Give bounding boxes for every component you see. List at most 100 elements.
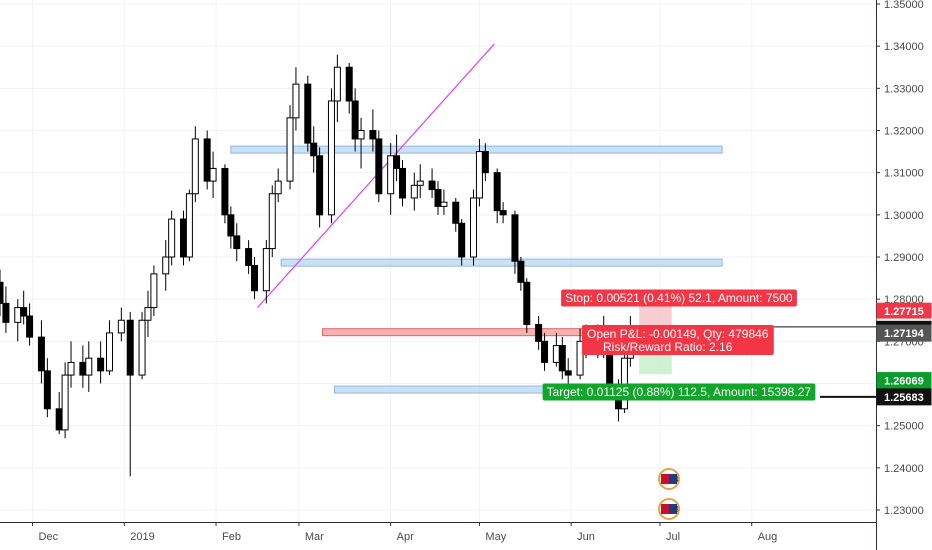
price-tag[interactable]: 1.27194 [877, 325, 931, 341]
candle-body [388, 156, 394, 194]
time-tick-label: Jul [666, 531, 680, 543]
candle [204, 131, 210, 190]
candle-body [38, 337, 44, 371]
candle-body [494, 173, 500, 211]
candle [222, 164, 228, 223]
price-tag-text: 1.26069 [884, 376, 924, 388]
candle-body [0, 282, 3, 303]
candle-body [222, 168, 228, 214]
candle-body [145, 308, 151, 321]
price-tag[interactable]: 1.27715 [877, 303, 931, 319]
candle [328, 88, 334, 223]
candle-body [453, 202, 459, 223]
price-tag[interactable]: 1.25683 [877, 389, 931, 405]
stop-label[interactable]: Stop: 0.00521 (0.41%) 52.1, Amount: 7500 [561, 290, 797, 307]
candle-body [394, 156, 400, 169]
price-tick-label: 1.30000 [884, 210, 924, 222]
target-label-text: Target: 0.01125 (0.88%) 112.5, Amount: 1… [547, 385, 812, 399]
candle [139, 312, 145, 379]
open-pl-text: Open P&L: -0.00149, Qty: 479846 [587, 327, 769, 341]
candle-body [358, 131, 364, 139]
time-tick-label: May [485, 531, 506, 543]
price-tag-text: 1.25683 [884, 392, 924, 404]
target-label[interactable]: Target: 0.01125 (0.88%) 112.5, Amount: 1… [543, 384, 816, 401]
candle-body [210, 168, 216, 181]
candle-body [346, 67, 352, 101]
candle-body [459, 223, 465, 257]
candle-body [536, 324, 542, 341]
candle-body [80, 362, 86, 375]
risk-reward-text: Risk/Reward Ratio: 2.16 [603, 340, 733, 354]
candle-body [269, 194, 275, 249]
flag-icon-stripe [661, 504, 669, 514]
time-axis[interactable]: Dec 2019 Feb Mar Apr May Jun Jul Aug [0, 522, 876, 550]
candle-body [559, 346, 565, 371]
time-tick-label: Mar [305, 531, 324, 543]
event-flag-8[interactable]: 8 [659, 499, 679, 519]
event-flag-count: 8 [674, 505, 679, 514]
candle-body [370, 131, 376, 139]
price-tick-label: 1.32000 [884, 126, 924, 138]
candle-body [305, 84, 311, 143]
candle-body [118, 320, 124, 333]
candle-body [163, 257, 169, 274]
candle-body [98, 358, 104, 371]
candle [524, 278, 530, 333]
price-tick-label: 1.23000 [884, 505, 924, 517]
candle-body [169, 219, 175, 257]
stop-label-text: Stop: 0.00521 (0.41%) 52.1, Amount: 7500 [565, 291, 793, 305]
candle-body [21, 308, 27, 316]
candle [269, 185, 275, 257]
time-tick-label: Apr [397, 531, 414, 543]
candle [376, 131, 382, 203]
candle [471, 190, 477, 266]
candle-body [328, 101, 334, 215]
price-tick-label: 1.33000 [884, 83, 924, 95]
flag-icon-stripe [661, 474, 669, 484]
candle-body [524, 282, 530, 324]
candle-body [275, 181, 281, 194]
pnl-label[interactable]: Open P&L: -0.00149, Qty: 479846Risk/Rewa… [582, 325, 774, 355]
time-tick-label: Aug [758, 531, 778, 543]
event-flag-4[interactable]: 4 [659, 469, 679, 489]
candle-body [482, 152, 488, 173]
price-tick-label: 1.35000 [884, 0, 924, 11]
candle-body [512, 215, 518, 261]
candle-body [352, 101, 358, 139]
candle-body [293, 84, 299, 118]
candle-body [127, 320, 133, 375]
candle-body [263, 249, 269, 291]
zone-zone-2[interactable] [281, 259, 722, 266]
candle-body [68, 362, 74, 375]
candle-body [334, 67, 340, 101]
price-tick-label: 1.25000 [884, 421, 924, 433]
candle-body [234, 236, 240, 249]
price-tick-label: 1.24000 [884, 463, 924, 475]
candle-body [542, 341, 548, 362]
candle-body [15, 308, 21, 323]
candle [169, 211, 175, 266]
candle-body [287, 118, 293, 181]
candle-body [56, 409, 62, 430]
candle-body [317, 156, 323, 215]
price-axis[interactable]: 1.35000 1.34000 1.33000 1.32000 1.31000 1.300… [876, 0, 932, 550]
event-flag-count: 4 [674, 475, 679, 484]
candle-body [471, 198, 477, 257]
candle-body [553, 346, 559, 363]
candle-body [429, 181, 435, 189]
candle [287, 105, 293, 189]
candle-body [252, 265, 258, 290]
candle-body [411, 185, 417, 198]
candle-body [86, 358, 92, 375]
candle-body [311, 143, 317, 156]
candle-body [476, 152, 482, 198]
candle-body [518, 261, 524, 282]
candle-body [139, 320, 145, 375]
candle-body [500, 211, 506, 215]
price-tag[interactable]: 1.26069 [877, 373, 931, 389]
price-tick-label: 1.29000 [884, 252, 924, 264]
position-stop-area[interactable] [639, 305, 672, 327]
price-tag-text: 1.27715 [884, 306, 924, 318]
time-tick-label: Dec [39, 531, 59, 543]
